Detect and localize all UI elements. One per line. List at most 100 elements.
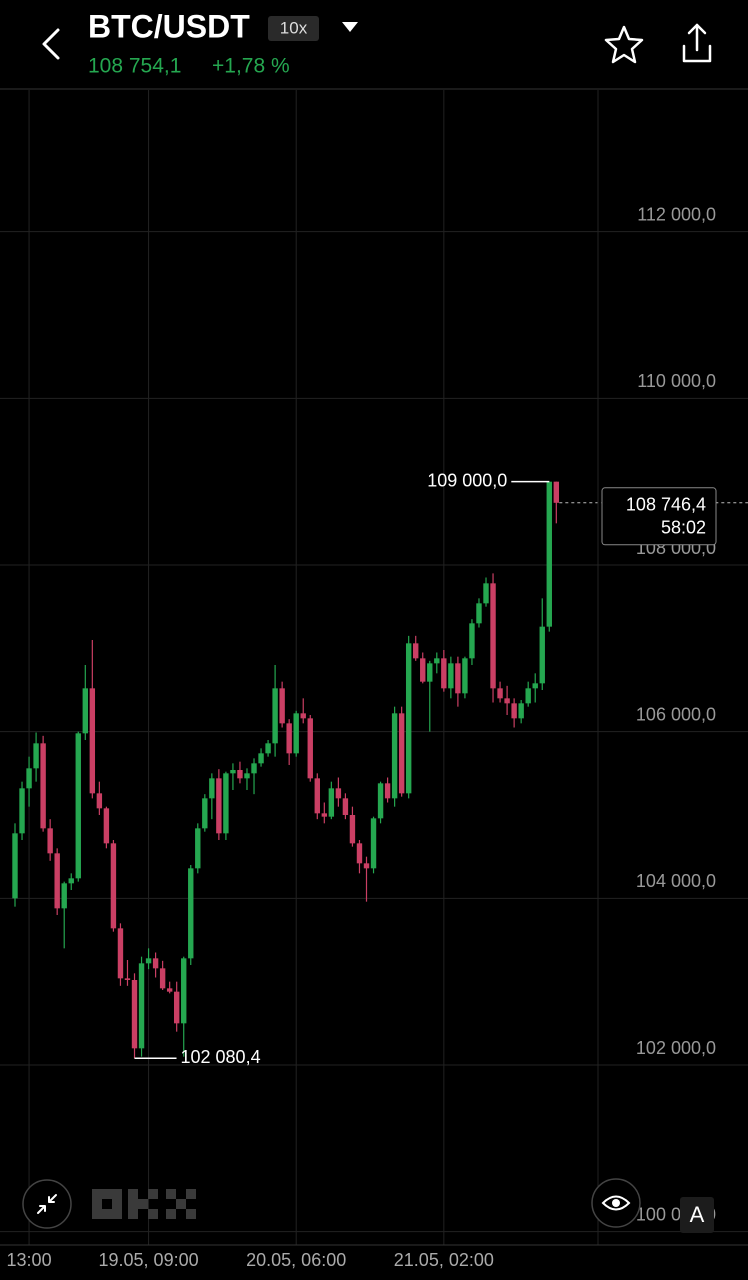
pair-title[interactable]: BTC/USDT <box>88 8 250 44</box>
candle-body <box>286 723 292 754</box>
candle-body <box>195 828 201 869</box>
leverage-badge[interactable] <box>268 16 319 41</box>
candle-body <box>131 980 138 1049</box>
candle-body <box>448 663 454 689</box>
candle-body <box>272 688 278 744</box>
candle-body <box>483 583 489 604</box>
candle-body <box>110 843 117 929</box>
candle-body <box>511 703 517 719</box>
candle-body <box>26 768 32 789</box>
x-tick-label: 19.05, 09:00 <box>99 1250 199 1270</box>
current-price-label: 108 746,4 <box>626 495 706 515</box>
candle-body <box>539 626 545 684</box>
countdown: 58:02 <box>661 518 706 538</box>
y-tick-label: 106 000,0 <box>636 704 716 724</box>
candle-body <box>40 743 46 829</box>
candle-body <box>117 928 124 979</box>
candle-body <box>265 743 271 754</box>
collapse-button[interactable] <box>22 1179 72 1229</box>
candle-body <box>497 688 503 699</box>
candle-body <box>532 683 538 689</box>
candle-body <box>434 658 440 664</box>
back-button[interactable] <box>42 28 60 60</box>
candle-body <box>223 773 229 834</box>
y-tick-label: 112 000,0 <box>637 204 716 224</box>
candle-body <box>103 808 110 844</box>
candle-body <box>152 958 159 969</box>
candle-body <box>258 753 264 764</box>
candle-body <box>391 713 398 799</box>
candle-body <box>370 818 377 869</box>
candle-body <box>96 793 103 809</box>
dropdown-arrow[interactable] <box>342 22 358 32</box>
last-price: 108 754,1 <box>88 55 181 78</box>
visibility-button[interactable] <box>591 1178 641 1228</box>
y-tick-label: 102 000,0 <box>636 1038 716 1058</box>
candle-body <box>159 968 166 989</box>
candle-body <box>54 853 60 909</box>
candle-body <box>427 663 433 682</box>
candle-body <box>349 815 356 844</box>
candle-body <box>61 883 67 909</box>
current-price-box <box>601 487 717 546</box>
favorite-button[interactable] <box>604 25 644 64</box>
candle-body <box>173 991 180 1024</box>
candle-body <box>166 988 173 992</box>
candle-body <box>314 778 320 814</box>
candle-body <box>300 713 306 719</box>
share-button[interactable] <box>682 23 712 63</box>
candle-body <box>328 788 335 817</box>
candle-body <box>230 770 236 774</box>
candle-body <box>47 828 53 854</box>
candle-body <box>279 688 285 724</box>
candle-body <box>293 713 299 754</box>
high-marker-label: 109 000,0 <box>427 470 507 490</box>
candle-body <box>33 743 39 769</box>
candle-body <box>216 778 222 834</box>
candle-body <box>124 978 131 980</box>
candle-body <box>82 688 88 734</box>
x-tick-label: 20.05, 06:00 <box>246 1250 346 1270</box>
candle-body <box>420 658 426 682</box>
x-tick-label: 21.05, 02:00 <box>394 1250 494 1270</box>
candle-body <box>251 763 257 774</box>
candle-body <box>553 481 560 503</box>
candle-body <box>307 718 313 779</box>
candle-body <box>363 863 370 869</box>
candle-body <box>546 481 552 627</box>
candle-body <box>89 688 96 794</box>
candle-body <box>405 643 412 794</box>
okx-logo <box>92 1189 196 1219</box>
candle-body <box>181 958 187 1024</box>
candle-body <box>518 703 524 719</box>
candle-body <box>476 603 482 624</box>
candle-body <box>19 788 25 834</box>
x-tick-label: 13:00 <box>7 1250 52 1270</box>
candle-body <box>469 623 475 659</box>
candle-body <box>244 773 250 779</box>
candle-body <box>377 783 384 819</box>
candle-body <box>398 713 405 794</box>
candle-body <box>209 778 215 799</box>
candle-body <box>490 583 496 689</box>
price-change: +1,78 % <box>212 55 290 78</box>
leverage[interactable]: 10x <box>280 18 308 37</box>
candle-body <box>321 813 328 817</box>
candle-body <box>342 798 349 815</box>
low-marker-label: 102 080,4 <box>181 1047 261 1067</box>
candle-body <box>462 658 468 694</box>
candle-body <box>188 868 194 959</box>
candle-body <box>335 788 342 799</box>
candle-body <box>441 658 447 689</box>
candle-body <box>145 958 152 964</box>
y-tick-label: 110 000,0 <box>637 371 716 391</box>
auto-button-box[interactable] <box>680 1197 714 1233</box>
candle-body <box>68 878 74 884</box>
auto-button[interactable]: A <box>690 1202 705 1227</box>
y-tick-label: 104 000,0 <box>636 871 716 891</box>
candle-body <box>202 798 208 829</box>
candle-body <box>504 698 510 704</box>
